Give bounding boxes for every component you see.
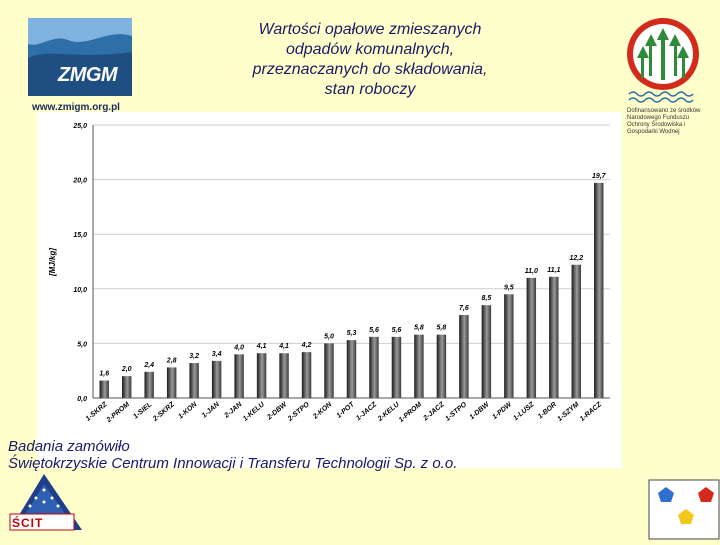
bar <box>481 305 492 398</box>
bar <box>594 182 604 398</box>
bar <box>459 315 469 398</box>
y-tick-label: 15,0 <box>73 232 87 239</box>
bar <box>414 334 424 398</box>
scit-wordmark: ŚCIT <box>12 516 44 530</box>
bar <box>369 336 379 398</box>
x-tick-label: 1-PROM <box>398 401 423 424</box>
bar-value-label: 7,6 <box>459 305 469 312</box>
title-line-1: Wartości opałowe zmieszanych <box>258 21 482 38</box>
fund-logo: Dofinansowano ze środków Narodowego Fund… <box>625 14 701 135</box>
x-tick-label: 2-KELU <box>376 401 401 424</box>
bar-value-label: 5,6 <box>392 327 402 334</box>
bar <box>324 343 334 398</box>
credit-line-1: Badania zamówiło <box>8 438 130 455</box>
x-tick-label: 1-STPO <box>444 401 468 423</box>
x-tick-label: 1-POT <box>335 401 356 420</box>
bar-value-label: 12,2 <box>569 255 583 262</box>
zmgm-url: www.zmigm.org.pl <box>32 102 120 113</box>
bar <box>571 264 582 398</box>
bar-value-label: 2,8 <box>166 357 177 364</box>
y-axis-label: [MJ/kg] <box>48 248 57 277</box>
x-tick-label: 2-PROM <box>105 401 131 425</box>
x-tick-label: 1-DBW <box>469 400 492 421</box>
bar-value-label: 19,7 <box>592 173 607 180</box>
y-tick-label: 25,0 <box>72 123 87 130</box>
x-tick-label: 2-DBW <box>266 400 290 422</box>
bar <box>256 353 267 398</box>
x-tick-label: 1-BOR <box>537 401 558 420</box>
bar-value-label: 5,8 <box>437 325 447 332</box>
fund-caption: Dofinansowano ze środków Narodowego Fund… <box>627 108 701 135</box>
x-tick-label: 2-STPO <box>286 401 311 424</box>
scit-logo: ŚCIT <box>8 472 84 532</box>
shapes-logo <box>648 479 720 540</box>
x-tick-label: 1-KON <box>177 401 199 421</box>
credit-line-2: Świętokrzyskie Centrum Innowacji i Trans… <box>8 455 458 472</box>
bar <box>234 354 244 398</box>
bar-value-label: 4,1 <box>256 343 267 350</box>
bar <box>436 334 447 398</box>
bar-value-label: 5,6 <box>369 327 379 334</box>
bar <box>526 277 537 398</box>
x-tick-label: 2-SKRZ <box>151 401 176 424</box>
bar <box>144 371 154 398</box>
x-tick-label: 2-JACZ <box>422 401 447 423</box>
chart-panel: 0,0 5,0 10,0 15,0 20,0 25,0 1,6 2,0 2,4 2,8 3,2 3,… <box>37 112 622 468</box>
bar-value-label: 2,0 <box>121 366 132 373</box>
bar <box>549 276 559 398</box>
x-tick-label: 2-KON <box>311 401 334 422</box>
bar-value-label: 8,5 <box>482 295 492 302</box>
y-tick-label: 10,0 <box>73 287 87 294</box>
page-title: Wartości opałowe zmieszanych odpadów kom… <box>215 20 525 100</box>
x-tick-label: 1-LUSZ <box>512 401 536 423</box>
bar-chart: 0,0 5,0 10,0 15,0 20,0 25,0 1,6 2,0 2,4 2,8 3,2 3,… <box>48 123 610 425</box>
bar-value-label: 3,4 <box>212 351 222 358</box>
y-tick-label: 0,0 <box>77 396 87 403</box>
bar-value-label: 4,1 <box>278 343 289 350</box>
bar-value-label: 9,5 <box>504 284 514 291</box>
bar-value-label: 3,2 <box>189 353 199 360</box>
bar <box>346 340 357 398</box>
zmgm-logo: ZMGM www.zmigm.org.pl <box>28 18 136 113</box>
bar <box>504 294 514 398</box>
bar <box>189 363 199 398</box>
bar <box>279 353 289 398</box>
title-line-4: stan roboczy <box>324 81 416 98</box>
bar <box>99 380 109 398</box>
bar-value-label: 2,4 <box>143 362 154 369</box>
bar-value-label: 5,8 <box>414 325 424 332</box>
credit-text: Badania zamówiło Świętokrzyskie Centrum … <box>8 438 457 472</box>
x-tick-label: 1-SZYM <box>556 401 580 423</box>
x-tick-label: 1-JACZ <box>355 401 379 423</box>
bar-value-label: 5,0 <box>324 333 334 340</box>
bar <box>391 336 402 398</box>
bar-value-label: 11,0 <box>525 268 538 275</box>
bar <box>121 376 132 398</box>
bar-value-label: 4,2 <box>301 342 312 349</box>
zmgm-wordmark: ZMGM <box>58 64 118 86</box>
x-tick-label: 1-PDW <box>491 400 514 421</box>
bar <box>166 367 177 398</box>
title-line-2: odpadów komunalnych, <box>285 41 455 58</box>
y-tick-label: 20,0 <box>72 178 87 185</box>
x-tick-label: 1-RACZ <box>579 401 604 423</box>
bar-value-label: 4,0 <box>233 344 244 351</box>
bar-value-label: 5,3 <box>347 330 357 337</box>
bar-value-label: 1,6 <box>99 371 109 378</box>
bar <box>211 360 222 398</box>
x-tick-label: 1-SIEL <box>132 401 153 420</box>
bar <box>301 352 312 398</box>
x-tick-label: 1-JAN <box>201 401 222 420</box>
bar-value-label: 11,1 <box>547 267 560 274</box>
y-tick-label: 5,0 <box>77 341 87 348</box>
x-tick-label: 1-KELU <box>242 401 267 423</box>
title-line-3: przeznaczanych do składowania, <box>252 61 488 78</box>
